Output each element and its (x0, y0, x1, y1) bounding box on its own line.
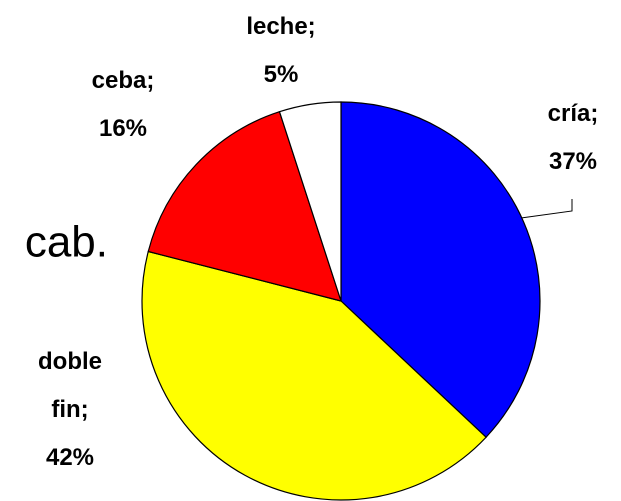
pie-slice (278, 101, 342, 302)
category-label: ceba; (91, 67, 155, 94)
pie-slice (340, 101, 541, 439)
pie-slice (147, 110, 342, 302)
value-label: 42% (45, 444, 95, 471)
pie-slice (141, 250, 487, 501)
fragment-text: cab. (25, 218, 108, 267)
value-label: 5% (263, 61, 299, 88)
category-label: leche; (246, 13, 316, 40)
value-label: 37% (548, 148, 598, 175)
leader-line (520, 199, 573, 219)
slice-label: doble fin; 42% (25, 338, 115, 482)
slice-label: ceba; 16% (83, 57, 163, 153)
category-label: cría; (547, 100, 599, 127)
category-label: doble fin; (38, 348, 102, 423)
slice-label: cría; 37% (533, 90, 613, 186)
value-label: 16% (98, 115, 148, 142)
slice-label: leche; 5% (241, 3, 321, 99)
